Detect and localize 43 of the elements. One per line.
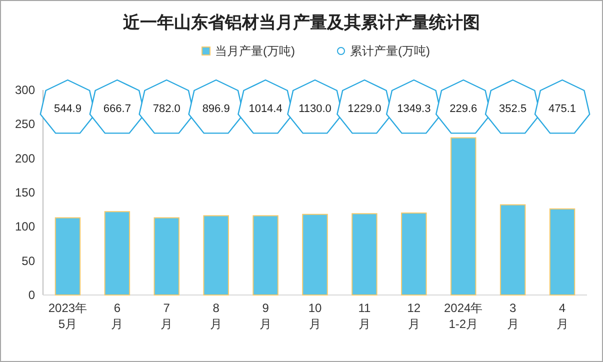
bar [302, 214, 328, 296]
bar [549, 208, 576, 296]
bar [352, 213, 378, 296]
data-label: 1130.0 [298, 103, 332, 115]
y-tick-label: 0 [28, 288, 36, 302]
data-label: 1229.0 [348, 103, 382, 115]
x-tick-label: 11 月 [358, 301, 372, 332]
legend-label: 当月产量(万吨) [215, 44, 295, 58]
data-label: 896.9 [202, 103, 230, 115]
bar [154, 217, 180, 296]
data-label: 229.6 [450, 103, 478, 115]
chart-title: 近一年山东省铝材当月产量及其累计产量统计图 [122, 13, 480, 32]
y-tick-label: 200 [14, 151, 36, 166]
data-label: 1349.3 [397, 103, 431, 115]
x-tick-label: 3 月 [506, 301, 519, 332]
x-tick-label: 10 月 [308, 301, 322, 332]
data-label: 666.7 [103, 103, 131, 115]
data-label: 544.9 [54, 103, 82, 115]
bar [104, 211, 130, 296]
data-label: 475.1 [548, 103, 576, 115]
bar [500, 204, 526, 296]
y-tick-label: 300 [14, 83, 36, 97]
bar [450, 137, 476, 296]
bar [401, 212, 427, 296]
y-tick-label: 100 [14, 220, 36, 234]
x-tick-label: 2023年 5月 [48, 301, 88, 332]
bar [252, 215, 278, 296]
y-tick-label: 150 [14, 186, 36, 200]
data-label: 352.5 [499, 103, 527, 115]
data-label: 782.0 [152, 103, 180, 115]
x-tick-label: 9 月 [260, 301, 272, 332]
bar [203, 215, 229, 296]
legend-label: 累计产量(万吨) [350, 44, 430, 58]
x-tick-label: 12 月 [407, 301, 421, 332]
y-tick-label: 250 [14, 117, 36, 132]
x-tick-label: 7 月 [160, 301, 173, 332]
bar [54, 217, 81, 296]
data-label: 1014.4 [248, 103, 282, 115]
x-tick-label: 2024年 1-2月 [444, 301, 483, 332]
x-tick-label: 6 月 [111, 301, 124, 332]
y-tick-label: 50 [22, 254, 36, 268]
x-tick-label: 4 月 [556, 301, 568, 332]
x-tick-label: 8 月 [210, 301, 222, 332]
